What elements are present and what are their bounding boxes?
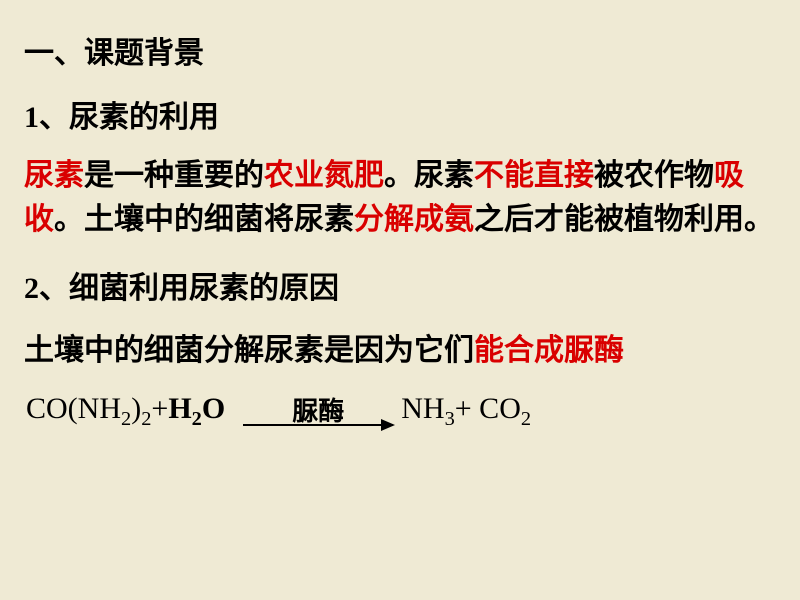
formula-plus-1: + bbox=[151, 392, 168, 426]
equation-reactants: CO(NH2)2 +H2O bbox=[26, 392, 225, 426]
p1-seg-1: 是一种重要的 bbox=[84, 159, 264, 192]
paragraph-1: 尿素是一种重要的农业氮肥。尿素不能直接被农作物吸收。土壤中的细菌将尿素分解成氨之… bbox=[24, 154, 776, 241]
subsection-2-title: 2、细菌利用尿素的原因 bbox=[24, 263, 776, 307]
p1-seg-7: 。土壤中的细菌将尿素 bbox=[54, 203, 354, 236]
subsection-1-title: 1、尿素的利用 bbox=[24, 92, 776, 136]
chemical-equation: CO(NH2)2 +H2O 脲酶 NH3 + CO2 bbox=[24, 391, 776, 426]
formula-h2o: H2O bbox=[168, 392, 225, 426]
arrow-label-enzyme: 脲酶 bbox=[292, 391, 344, 428]
p1-seg-3: 。尿素 bbox=[384, 159, 474, 192]
slide: 一、课题背景 1、尿素的利用 尿素是一种重要的农业氮肥。尿素不能直接被农作物吸收… bbox=[0, 0, 800, 600]
formula-nh3: NH3 bbox=[401, 392, 455, 426]
p1-seg-0: 尿素 bbox=[24, 159, 84, 192]
p1-seg-8: 分解成氨 bbox=[354, 203, 474, 236]
section-heading: 一、课题背景 bbox=[24, 28, 776, 72]
p1-seg-2: 农业氮肥 bbox=[264, 159, 384, 192]
p1-seg-9: 之后才能被植物利用。 bbox=[474, 203, 774, 236]
equation-products: NH3 + CO2 bbox=[401, 392, 531, 426]
reaction-arrow: 脲酶 bbox=[243, 391, 393, 426]
p1-seg-5: 被农作物 bbox=[594, 159, 714, 192]
formula-plus-co2: + CO2 bbox=[455, 392, 531, 426]
formula-co-nh2-2: CO(NH2)2 bbox=[26, 392, 151, 426]
p1-seg-4: 不能直接 bbox=[474, 159, 594, 192]
p2-seg-1: 能合成脲酶 bbox=[474, 334, 624, 367]
arrow-line bbox=[243, 424, 393, 426]
paragraph-2: 土壤中的细菌分解尿素是因为它们能合成脲酶 bbox=[24, 325, 776, 369]
p2-seg-0: 土壤中的细菌分解尿素是因为它们 bbox=[24, 334, 474, 367]
